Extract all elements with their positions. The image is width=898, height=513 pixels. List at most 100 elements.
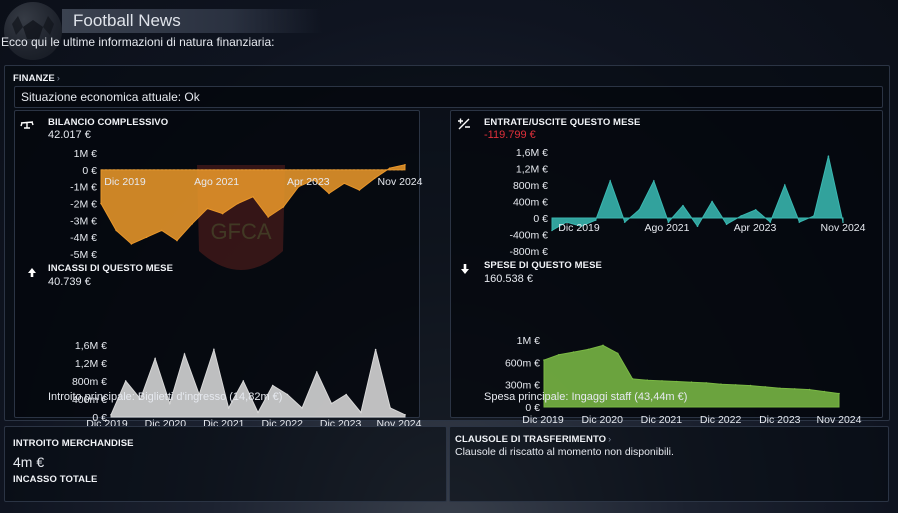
data-point [696,225,699,228]
clausole-heading-label: CLAUSOLE DI TRASFERIMENTO [455,434,607,445]
right-charts-panel: ENTRATE/USCITE QUESTO MESE -119.799 € 1,… [450,110,883,426]
data-point [594,219,597,221]
y-tick-label: 1M € [517,335,541,347]
data-point [124,380,127,382]
incassi-main-label: Introito principale: [48,391,135,403]
x-tick-label: Dic 2023 [759,414,801,426]
scale-icon [20,118,34,130]
bilancio-chart: GFCA 1M € 0 € -1M € -2M € -3M € -4M € -5M € Dic… [70,148,423,270]
data-point [587,348,590,351]
data-point [623,221,626,223]
y-tick-label: 1,6M € [516,147,548,159]
data-point [690,381,693,384]
data-point [749,384,752,387]
data-point [360,411,362,414]
y-tick-label: -3M € [70,215,97,227]
y-tick-label: -800m € [509,246,548,258]
data-point [257,411,259,414]
title-bar: Football News [0,0,898,60]
spese-main-label: Spesa principale: [484,391,569,403]
page-title: Football News [73,11,181,30]
data-point [176,239,178,242]
data-point [740,215,742,217]
x-tick-label: Dic 2019 [104,176,146,188]
data-point [154,357,156,360]
x-tick-label: Dic 2020 [581,414,623,426]
data-point [646,379,649,381]
data-point [130,243,133,245]
data-point [557,353,560,356]
data-point [404,413,406,416]
entrate-uscite-value: -119.799 € [484,129,536,141]
data-point [638,208,641,211]
incassi-main: Introito principale: Biglietti d'ingress… [48,391,282,403]
x-tick-label: Dic 2019 [558,222,600,234]
data-point [330,402,333,405]
y-tick-label: 400m € [72,394,107,406]
data-point [823,390,826,393]
svg-text:GFCA: GFCA [210,219,271,244]
data-point [267,216,269,218]
data-point [198,393,200,396]
y-tick-label: -5M € [70,249,97,261]
y-tick-label: -400m € [509,230,548,242]
x-tick-label: Ago 2021 [645,222,690,234]
data-point [345,393,348,396]
data-point [572,351,575,353]
incasso-totale-heading: INCASSO TOTALE [13,474,98,485]
data-point [374,348,377,351]
data-point [237,202,239,205]
spese-main-value: Ingaggi staff (43,44m €) [571,391,688,403]
y-tick-label: 1,2M € [516,164,548,176]
y-tick-label: 0 € [82,165,97,177]
series-area [551,155,844,232]
data-point [764,386,767,388]
y-tick-label: 1,6M € [75,340,107,352]
data-point [779,387,781,390]
data-point [328,192,330,195]
clausole-heading[interactable]: CLAUSOLE DI TRASFERIMENTO › [455,434,611,445]
finanze-panel: FINANZE › Situazione economica attuale: O… [4,65,890,430]
series-area [100,164,406,245]
data-point [115,229,117,232]
x-tick-label: Apr 2023 [287,176,330,188]
bilancio-value: 42.017 € [48,129,91,141]
arrow-up-icon [25,266,39,278]
data-point [313,179,315,181]
x-tick-label: Ago 2021 [194,176,239,188]
spese-value: 160.538 € [484,273,533,285]
data-point [551,229,553,232]
data-point [404,163,406,166]
data-point [602,344,604,347]
data-point [720,383,722,386]
data-point [754,208,757,211]
data-point [389,167,391,169]
data-point [798,221,801,223]
y-tick-label: -2M € [70,199,97,211]
data-point [282,206,285,208]
data-point [827,155,830,157]
data-point [139,398,142,400]
data-point [242,380,245,382]
spese-main: Spesa principale: Ingaggi staff (43,44m … [484,391,687,403]
left-charts-panel: BILANCIO COMPLESSIVO 42.017 € GFCA 1M € 0… [14,110,423,430]
arrow-down-icon [458,263,472,275]
chevron-right-icon: › [608,434,612,444]
y-tick-label: 0 € [533,213,548,225]
finanze-heading[interactable]: FINANZE › [13,73,60,84]
data-point [705,382,708,384]
y-tick-label: 1M € [74,148,98,160]
data-point [297,185,300,188]
merchandise-value: 4m € [13,454,45,470]
incassi-heading: INCASSI DI QUESTO MESE [48,263,174,274]
data-point [252,195,254,198]
data-point [784,184,786,186]
intro-text: Ecco qui le ultime informazioni di natur… [1,35,275,49]
y-tick-label: 300m € [505,380,540,392]
x-tick-label: Dic 2019 [522,414,564,426]
x-tick-label: Dic 2022 [700,414,742,426]
series-area [543,344,840,408]
data-point [675,380,678,383]
data-point [609,180,611,182]
spese-heading: SPESE DI QUESTO MESE [484,260,602,271]
